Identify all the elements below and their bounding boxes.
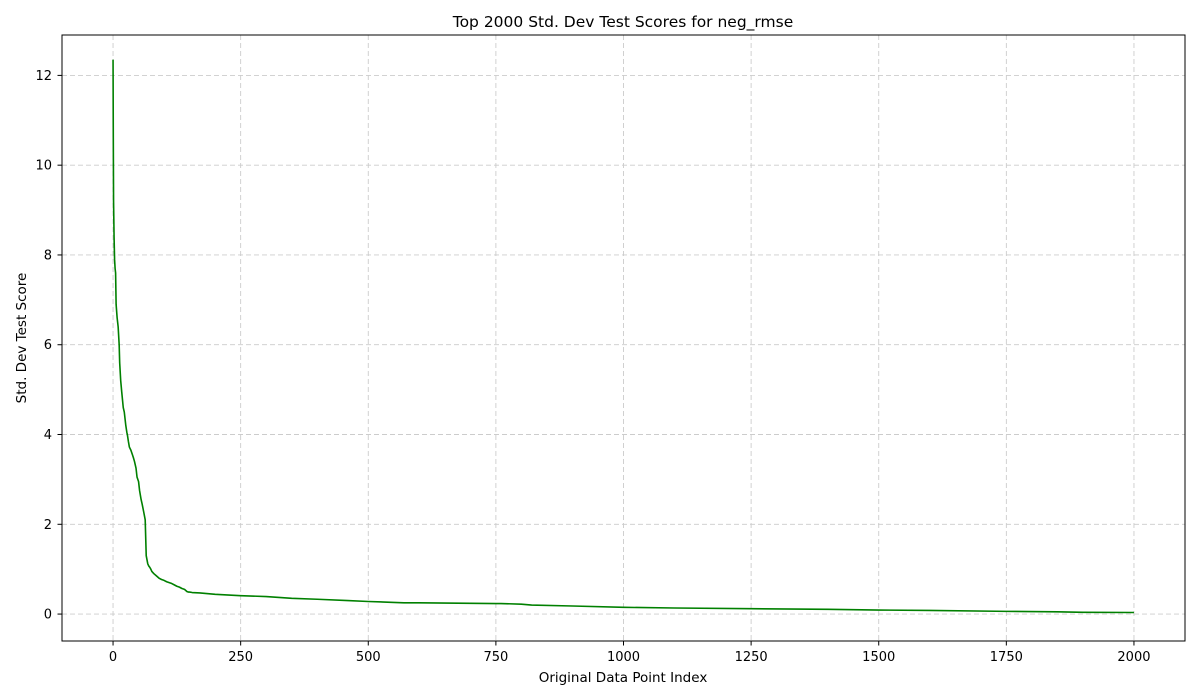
y-tick-label: 2 — [44, 518, 52, 533]
x-tick-label: 2000 — [1117, 650, 1150, 665]
chart-title: Top 2000 Std. Dev Test Scores for neg_rm… — [452, 13, 794, 32]
x-tick-label: 750 — [483, 650, 508, 665]
y-tick-label: 4 — [44, 428, 52, 443]
y-tick-label: 6 — [44, 338, 52, 353]
x-tick-label: 250 — [228, 650, 253, 665]
x-axis-label: Original Data Point Index — [539, 670, 708, 686]
y-tick-label: 8 — [44, 248, 52, 263]
x-tick-label: 1000 — [607, 650, 640, 665]
y-tick-label: 10 — [35, 159, 52, 174]
y-tick-label: 0 — [44, 608, 52, 623]
grid-layer — [62, 35, 1185, 641]
x-tick-label: 1500 — [862, 650, 895, 665]
x-tick-label: 0 — [109, 650, 117, 665]
y-tick-label: 12 — [35, 69, 52, 84]
tick-layer: 0 250 500 750 1000 1250 1500 1750 2000 0 2 4 6 8 10 12 — [35, 69, 1150, 665]
y-axis-label: Std. Dev Test Score — [14, 273, 30, 404]
x-tick-label: 1250 — [735, 650, 768, 665]
x-tick-label: 1750 — [990, 650, 1023, 665]
series-layer — [112, 59, 1134, 614]
x-tick-label: 500 — [356, 650, 381, 665]
series-line — [112, 59, 1134, 614]
